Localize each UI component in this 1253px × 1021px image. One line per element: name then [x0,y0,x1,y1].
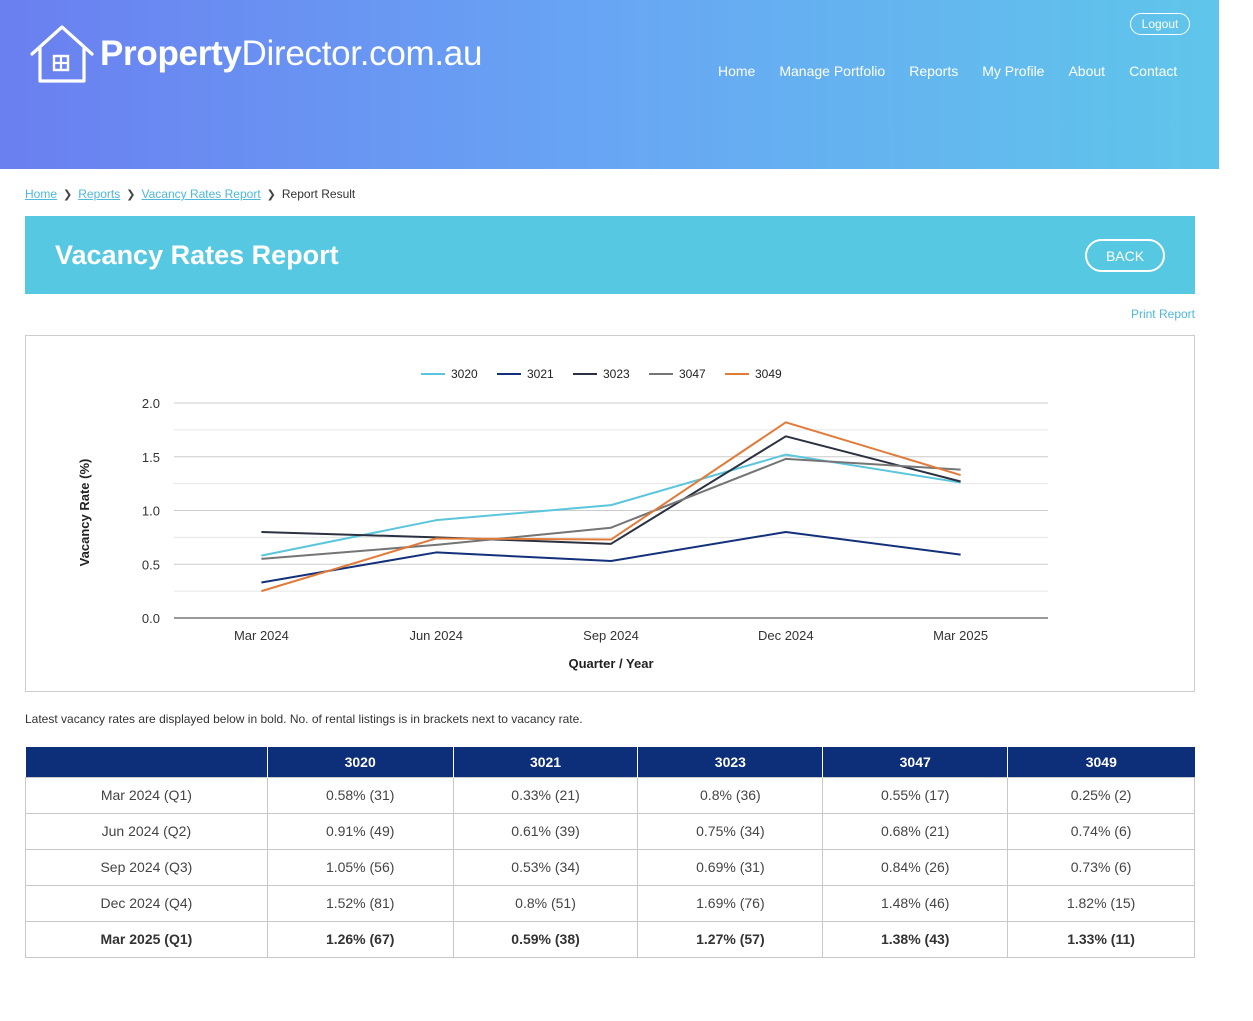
table-cell: 1.33% (11) [1007,920,1195,958]
nav-home[interactable]: Home [718,63,756,79]
table-cell: 0.75% (34) [637,812,824,850]
logo-text: PropertyDirector.com.au [100,34,482,74]
nav-manage-portfolio[interactable]: Manage Portfolio [779,63,886,79]
table-cell: Mar 2025 (Q1) [25,920,268,958]
logo-text-rest: Director.com.au [241,34,483,73]
table-row: Dec 2024 (Q4) 1.52% (81) 0.8% (51) 1.69%… [25,884,1195,922]
title-banner: Vacancy Rates Report BACK [25,216,1195,294]
chevron-right-icon: ❯ [266,188,276,201]
chevron-right-icon: ❯ [63,188,73,201]
logout-button[interactable]: Logout [1130,13,1190,35]
table-cell: 0.74% (6) [1007,812,1195,850]
breadcrumb-reports[interactable]: Reports [78,187,121,201]
table-header-cell: 3021 [453,747,639,777]
table-cell: 0.25% (2) [1007,776,1195,814]
x-tick-label: Mar 2025 [933,628,988,643]
vacancy-rate-chart: 0.0 0.5 1.0 1.5 2.0 Mar 2024 Jun 2024 Sep 2024 D… [25,335,1195,692]
series-line-3047 [261,457,961,560]
table-cell: 1.27% (57) [637,920,824,958]
table-row: Mar 2024 (Q1) 0.58% (31) 0.33% (21) 0.8%… [25,776,1195,814]
series-line-3021 [261,531,961,584]
table-header-cell: 3023 [637,747,824,777]
table-header-cell: 3047 [822,747,1009,777]
table-cell: Jun 2024 (Q2) [25,812,268,850]
table-header-row: 3020 3021 3023 3047 3049 [25,747,1195,777]
logo-text-bold: Property [100,34,242,73]
y-tick-label: 1.5 [142,450,160,465]
line-chart: 0.0 0.5 1.0 1.5 2.0 Mar 2024 Jun 2024 Sep 2024 D… [77,367,1048,671]
legend-label: 3020 [451,367,478,381]
site-logo[interactable]: PropertyDirector.com.au [30,24,482,84]
table-row-latest: Mar 2025 (Q1) 1.26% (67) 0.59% (38) 1.27… [25,920,1195,958]
table-header-cell [25,747,268,777]
table-row: Sep 2024 (Q3) 1.05% (56) 0.53% (34) 0.69… [25,848,1195,886]
y-tick-label: 1.0 [142,504,160,519]
table-cell: 0.8% (51) [452,884,639,922]
chevron-right-icon: ❯ [126,188,136,201]
table-cell: 1.48% (46) [822,884,1009,922]
table-cell: Sep 2024 (Q3) [25,848,268,886]
series-line-3049 [261,421,961,593]
print-report-link[interactable]: Print Report [1130,307,1195,321]
breadcrumb-home[interactable]: Home [25,187,58,201]
table-row: Jun 2024 (Q2) 0.91% (49) 0.61% (39) 0.75… [25,812,1195,850]
vacancy-rates-table: 3020 3021 3023 3047 3049 Mar 2024 (Q1) 0… [25,747,1195,958]
table-cell: 0.84% (26) [822,848,1009,886]
y-tick-label: 0.0 [142,611,160,626]
nav-reports[interactable]: Reports [909,63,959,79]
table-cell: 0.53% (34) [452,848,639,886]
house-icon [30,25,94,83]
x-tick-label: Sep 2024 [583,628,639,643]
breadcrumb-current: Report Result [281,187,356,201]
legend-label: 3049 [755,367,782,381]
y-axis-label: Vacancy Rate (%) [77,459,92,567]
table-cell: 1.38% (43) [822,920,1009,958]
nav-my-profile[interactable]: My Profile [982,63,1045,79]
table-cell: 0.68% (21) [822,812,1009,850]
page-title: Vacancy Rates Report [55,240,339,270]
table-header-cell: 3020 [267,747,454,777]
x-tick-label: Jun 2024 [409,628,463,643]
table-cell: 0.55% (17) [822,776,1009,814]
table-cell: 1.05% (56) [266,848,454,886]
breadcrumb-vacancy-rates-report[interactable]: Vacancy Rates Report [141,187,261,201]
breadcrumb: Home ❯ Reports ❯ Vacancy Rates Report ❯ … [25,187,355,201]
site-header: PropertyDirector.com.au Logout Home Mana… [0,0,1219,169]
nav-contact[interactable]: Contact [1129,63,1178,79]
table-cell: 1.26% (67) [266,920,454,958]
x-tick-label: Mar 2024 [234,628,289,643]
table-cell: 1.69% (76) [637,884,824,922]
table-cell: 1.82% (15) [1007,884,1195,922]
y-tick-label: 0.5 [142,557,160,572]
table-cell: 1.52% (81) [266,884,454,922]
table-cell: 0.33% (21) [452,776,639,814]
table-cell: 0.58% (31) [266,776,454,814]
x-axis-label: Quarter / Year [568,656,653,671]
y-tick-label: 2.0 [142,396,160,411]
table-cell: 0.73% (6) [1007,848,1195,886]
table-note: Latest vacancy rates are displayed below… [25,712,583,726]
table-cell: Dec 2024 (Q4) [25,884,268,922]
legend-label: 3023 [603,367,630,381]
back-button[interactable]: BACK [1085,239,1165,272]
nav-about[interactable]: About [1068,63,1106,79]
table-cell: Mar 2024 (Q1) [25,776,268,814]
series-line-3020 [261,453,961,557]
x-tick-label: Dec 2024 [758,628,814,643]
series-line-3023 [261,435,961,545]
legend-label: 3021 [527,367,554,381]
table-cell: 0.69% (31) [637,848,824,886]
table-cell: 0.61% (39) [452,812,639,850]
table-cell: 0.8% (36) [637,776,824,814]
table-cell: 0.59% (38) [452,920,639,958]
main-nav: Home Manage Portfolio Reports My Profile… [718,63,1201,79]
table-cell: 0.91% (49) [266,812,454,850]
legend-label: 3047 [679,367,706,381]
table-header-cell: 3049 [1007,747,1195,777]
